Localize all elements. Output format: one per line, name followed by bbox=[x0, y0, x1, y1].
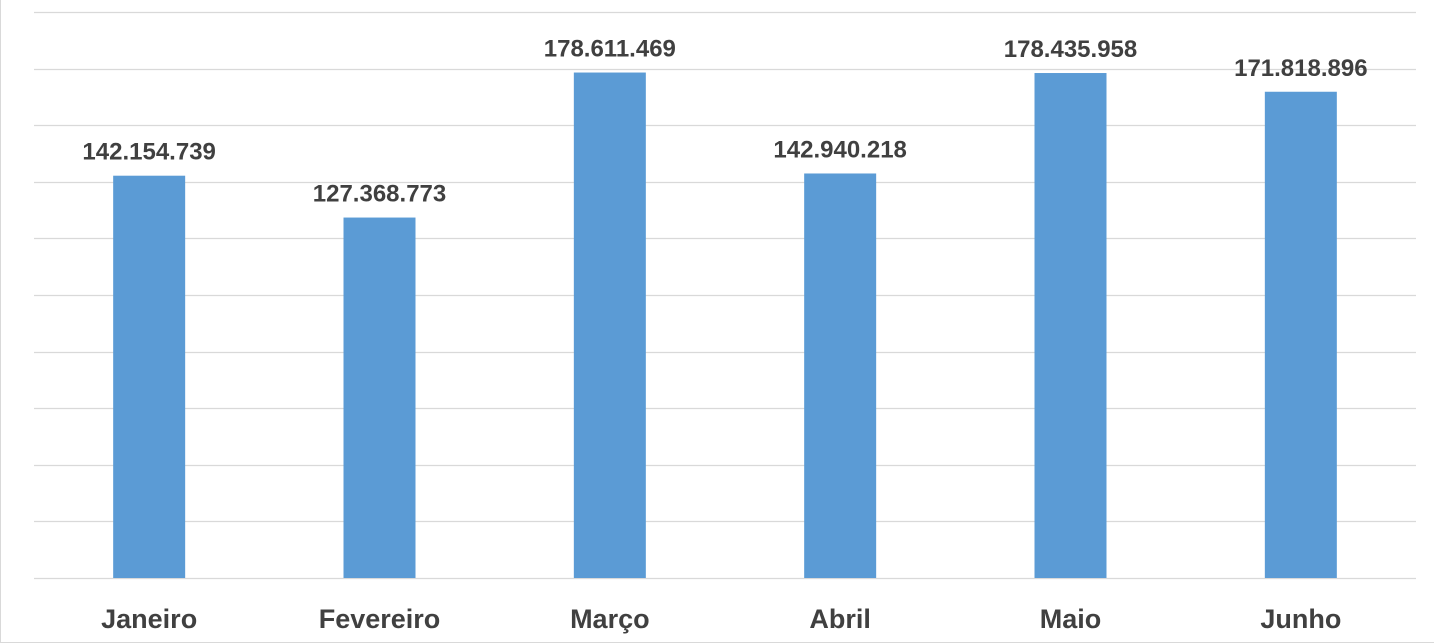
data-label-3: 178.611.469 bbox=[544, 36, 676, 63]
bars bbox=[113, 72, 1337, 578]
bar-4 bbox=[804, 173, 877, 578]
data-label-1: 142.154.739 bbox=[82, 139, 215, 166]
data-label-5: 178.435.958 bbox=[1004, 36, 1137, 63]
data-label-6: 171.818.896 bbox=[1234, 55, 1367, 82]
bar-6 bbox=[1264, 91, 1337, 578]
x-tick-label-4: Abril bbox=[809, 604, 871, 634]
data-label-4: 142.940.218 bbox=[773, 136, 906, 163]
bar-2 bbox=[343, 217, 416, 578]
bar-5 bbox=[1034, 73, 1107, 578]
bar-1 bbox=[113, 175, 186, 578]
x-tick-label-1: Janeiro bbox=[101, 604, 197, 634]
x-tick-label-5: Maio bbox=[1040, 604, 1102, 634]
data-labels: 142.154.739 127.368.773 178.611.469 142.940… bbox=[82, 36, 1367, 208]
data-label-2: 127.368.773 bbox=[313, 181, 446, 208]
bar-3 bbox=[573, 72, 646, 578]
x-tick-label-2: Fevereiro bbox=[319, 604, 441, 634]
x-axis-tick-labels: Janeiro Fevereiro Março Abril Maio Junho bbox=[101, 604, 1341, 634]
gridlines bbox=[34, 11, 1416, 580]
x-tick-label-6: Junho bbox=[1260, 604, 1341, 634]
x-tick-label-3: Março bbox=[570, 604, 650, 634]
